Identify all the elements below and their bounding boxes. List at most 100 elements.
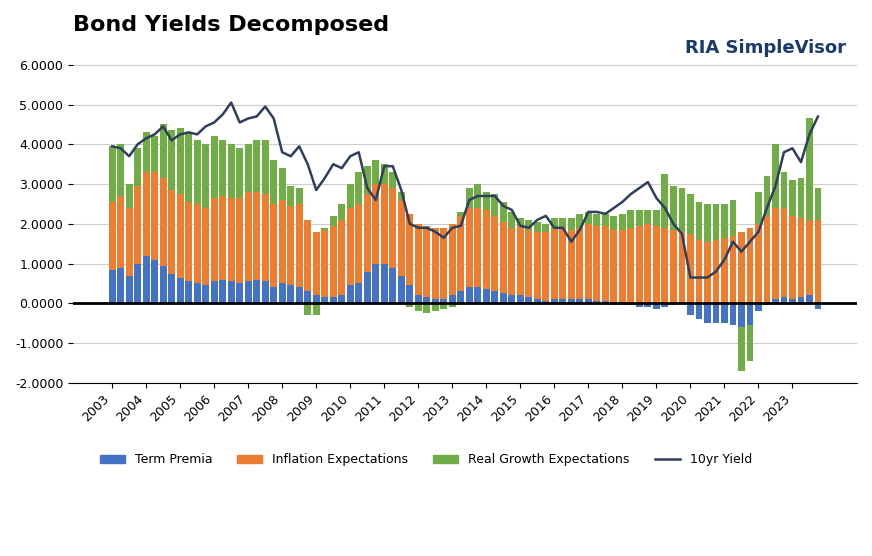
Bar: [390, 267, 396, 304]
Bar: [304, 304, 311, 315]
Bar: [687, 234, 694, 304]
Bar: [534, 232, 541, 299]
Bar: [585, 212, 592, 224]
Bar: [798, 297, 804, 304]
Bar: [262, 194, 269, 281]
Bar: [364, 271, 371, 304]
Bar: [347, 184, 354, 208]
Bar: [772, 145, 779, 208]
Bar: [517, 295, 524, 304]
Bar: [151, 136, 158, 172]
Bar: [398, 276, 405, 304]
Bar: [372, 264, 379, 304]
Bar: [678, 232, 685, 304]
Bar: [628, 228, 634, 304]
Bar: [219, 280, 226, 304]
10yr Yield: [651, 195, 662, 201]
10yr Yield: [107, 143, 118, 150]
Bar: [398, 200, 405, 276]
Bar: [526, 297, 532, 304]
Bar: [610, 216, 617, 230]
Bar: [755, 224, 762, 304]
Bar: [458, 291, 464, 304]
Bar: [415, 304, 422, 311]
Bar: [474, 287, 481, 304]
Bar: [287, 285, 294, 304]
Bar: [381, 184, 388, 264]
Bar: [143, 256, 150, 304]
Bar: [670, 304, 677, 305]
Bar: [449, 304, 456, 307]
10yr Yield: [685, 274, 696, 281]
Bar: [245, 281, 252, 304]
Bar: [202, 285, 209, 304]
Bar: [534, 299, 541, 304]
Bar: [279, 200, 286, 284]
Bar: [381, 164, 388, 184]
Bar: [126, 276, 133, 304]
Bar: [738, 232, 745, 304]
Bar: [662, 174, 668, 228]
Bar: [636, 210, 643, 226]
Bar: [109, 146, 115, 202]
Bar: [236, 284, 243, 304]
Bar: [474, 208, 481, 287]
Bar: [594, 301, 600, 304]
Bar: [160, 266, 167, 304]
Bar: [211, 281, 218, 304]
Bar: [492, 291, 498, 304]
Bar: [236, 148, 243, 198]
Bar: [814, 304, 821, 309]
Bar: [415, 295, 422, 304]
Bar: [764, 176, 770, 216]
Bar: [678, 188, 685, 232]
Bar: [466, 287, 473, 304]
Bar: [406, 285, 413, 304]
Bar: [321, 297, 328, 304]
Bar: [228, 281, 235, 304]
Bar: [500, 222, 507, 294]
Bar: [560, 299, 566, 304]
Bar: [806, 295, 813, 304]
Bar: [712, 204, 719, 240]
Bar: [432, 299, 439, 304]
Bar: [636, 226, 643, 304]
Bar: [696, 304, 702, 319]
Bar: [534, 222, 541, 232]
Bar: [253, 140, 260, 192]
Bar: [551, 299, 558, 304]
Bar: [755, 304, 762, 311]
10yr Yield: [813, 113, 823, 120]
Bar: [492, 216, 498, 291]
Bar: [653, 226, 660, 304]
Bar: [270, 287, 277, 304]
Bar: [542, 232, 549, 301]
Bar: [662, 304, 668, 307]
Bar: [602, 226, 609, 301]
Bar: [764, 304, 770, 305]
Bar: [356, 284, 362, 304]
Bar: [151, 260, 158, 304]
Bar: [696, 240, 702, 304]
Bar: [449, 295, 456, 304]
Bar: [653, 304, 660, 309]
Bar: [576, 228, 583, 299]
10yr Yield: [430, 229, 440, 235]
Bar: [653, 210, 660, 226]
Bar: [185, 281, 192, 304]
Bar: [704, 242, 711, 304]
Bar: [185, 132, 192, 202]
Bar: [466, 208, 473, 287]
Bar: [321, 230, 328, 297]
Bar: [219, 140, 226, 196]
Bar: [755, 192, 762, 224]
Bar: [644, 304, 651, 307]
Bar: [628, 304, 634, 305]
Bar: [356, 172, 362, 204]
Bar: [177, 128, 184, 194]
Bar: [526, 230, 532, 297]
Bar: [780, 172, 787, 208]
Bar: [780, 297, 787, 304]
Legend: Term Premia, Inflation Expectations, Real Growth Expectations, 10yr Yield: Term Premia, Inflation Expectations, Rea…: [95, 448, 757, 471]
Text: Bond Yields Decomposed: Bond Yields Decomposed: [73, 15, 389, 35]
